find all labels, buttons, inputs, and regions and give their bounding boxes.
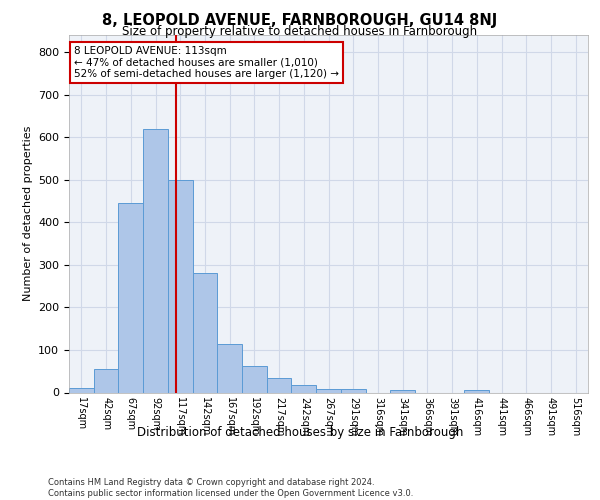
Bar [341, 389, 365, 392]
Bar [316, 389, 341, 392]
Bar [69, 388, 94, 392]
Bar [217, 344, 242, 392]
Bar [390, 390, 415, 392]
Text: 8 LEOPOLD AVENUE: 113sqm
← 47% of detached houses are smaller (1,010)
52% of sem: 8 LEOPOLD AVENUE: 113sqm ← 47% of detach… [74, 46, 339, 79]
Bar [267, 378, 292, 392]
Bar [242, 366, 267, 392]
Bar [118, 203, 143, 392]
Text: Size of property relative to detached houses in Farnborough: Size of property relative to detached ho… [122, 25, 478, 38]
Bar [168, 180, 193, 392]
Bar [94, 369, 118, 392]
Y-axis label: Number of detached properties: Number of detached properties [23, 126, 32, 302]
Bar [193, 274, 217, 392]
Bar [143, 128, 168, 392]
Bar [464, 390, 489, 392]
Bar [292, 386, 316, 392]
Text: Contains HM Land Registry data © Crown copyright and database right 2024.
Contai: Contains HM Land Registry data © Crown c… [48, 478, 413, 498]
Text: 8, LEOPOLD AVENUE, FARNBOROUGH, GU14 8NJ: 8, LEOPOLD AVENUE, FARNBOROUGH, GU14 8NJ [103, 12, 497, 28]
Text: Distribution of detached houses by size in Farnborough: Distribution of detached houses by size … [137, 426, 463, 439]
